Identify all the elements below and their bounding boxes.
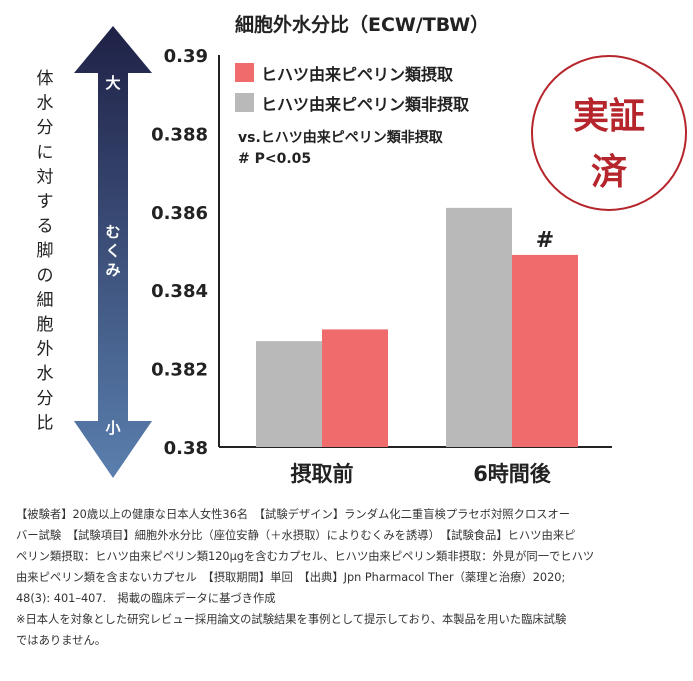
arrow-top-label: 大 xyxy=(105,74,120,92)
bars xyxy=(256,207,578,447)
y-label-char: 分 xyxy=(37,389,54,409)
y-label-char: 対 xyxy=(37,167,54,187)
y-tick-label: 0.39 xyxy=(164,46,208,67)
y-label-char: る xyxy=(37,217,54,237)
stamp-text-line2: 済 xyxy=(591,151,627,193)
chart-title: 細胞外水分比（ECW/TBW） xyxy=(235,13,489,36)
y-label-char: 胞 xyxy=(37,315,54,335)
footnote-line: ではありません。 xyxy=(16,634,107,647)
swelling-arrow-shape xyxy=(74,26,152,478)
footnote-line: バー試験 【試験項目】細胞外水分比（座位安静（＋水摂取）によりむくみを誘導） 【… xyxy=(16,529,576,542)
bar-no-intake-0 xyxy=(256,341,322,447)
legend-swatch-intake xyxy=(235,63,254,82)
bar-intake-1 xyxy=(512,254,578,447)
footnote: 【被験者】20歳以上の健康な日本人女性36名 【試験デザイン】ランダム化二重盲検… xyxy=(16,504,684,651)
y-tick-label: 0.388 xyxy=(151,124,208,145)
verified-stamp: 実証 済 xyxy=(531,55,687,211)
y-tick-label: 0.382 xyxy=(151,360,208,381)
arrow-middle-char: む xyxy=(105,223,120,241)
legend-swatch-no-intake xyxy=(235,93,254,112)
y-label-char: 水 xyxy=(37,94,54,114)
stamp-text-line1: 実証 xyxy=(573,95,645,137)
x-category-label: 6時間後 xyxy=(473,462,552,486)
significance-note: # P<0.05 xyxy=(238,151,311,167)
y-tick-label: 0.386 xyxy=(151,203,208,224)
arrow-middle-char: み xyxy=(105,261,120,279)
arrow-bottom-label: 小 xyxy=(105,419,120,437)
arrow-middle-char: く xyxy=(105,242,120,260)
footnote-line: 由来ピペリン類を含まないカプセル 【摂取期間】単回 【出典】Jpn Pharma… xyxy=(16,571,566,584)
y-tick-label: 0.38 xyxy=(164,438,208,459)
y-label-char: 水 xyxy=(37,364,54,384)
footnote-line: 【被験者】20歳以上の健康な日本人女性36名 【試験デザイン】ランダム化二重盲検… xyxy=(16,508,571,521)
y-label-char: の xyxy=(37,266,54,286)
y-label-char: に xyxy=(37,143,54,163)
y-label-char: 比 xyxy=(37,413,54,433)
y-label-char: 外 xyxy=(37,340,54,360)
comparison-note: vs.ヒハツ由来ピペリン類非摂取 xyxy=(238,129,444,146)
x-categories: 摂取前 6時間後 xyxy=(291,462,552,486)
legend-label-no-intake: ヒハツ由来ピペリン類非摂取 xyxy=(261,95,469,114)
footnote-line: ※日本人を対象とした研究レビュー採用論文の試験結果を事例として提示しており、本製… xyxy=(16,613,567,626)
y-label-char: 脚 xyxy=(37,241,54,261)
y-tick-label: 0.384 xyxy=(151,281,208,302)
y-label-char: す xyxy=(37,192,54,212)
x-category-label: 摂取前 xyxy=(291,462,354,486)
swelling-arrow: 大 むくみ 小 xyxy=(74,26,152,478)
legend: ヒハツ由来ピペリン類摂取 ヒハツ由来ピペリン類非摂取 vs.ヒハツ由来ピペリン類… xyxy=(235,63,469,167)
bar-intake-0 xyxy=(322,329,388,447)
bar-no-intake-1 xyxy=(446,207,512,447)
footnote-line: ペリン類摂取：ヒハツ由来ピペリン類120μgを含むカプセル、ヒハツ由来ピペリン類… xyxy=(16,550,595,563)
arrow-middle-label: むくみ xyxy=(105,223,120,279)
y-ticks: 0.39 0.388 0.386 0.384 0.382 0.38 xyxy=(151,46,208,459)
legend-label-intake: ヒハツ由来ピペリン類摂取 xyxy=(261,65,453,84)
y-label-char: 分 xyxy=(37,118,54,138)
significance-mark: # xyxy=(536,228,554,253)
y-label-char: 体 xyxy=(37,69,54,89)
stamp-circle xyxy=(531,55,687,211)
y-label-char: 細 xyxy=(37,290,54,310)
footnote-line: 48(3): 401–407. 掲載の臨床データに基づき作成 xyxy=(16,592,276,605)
